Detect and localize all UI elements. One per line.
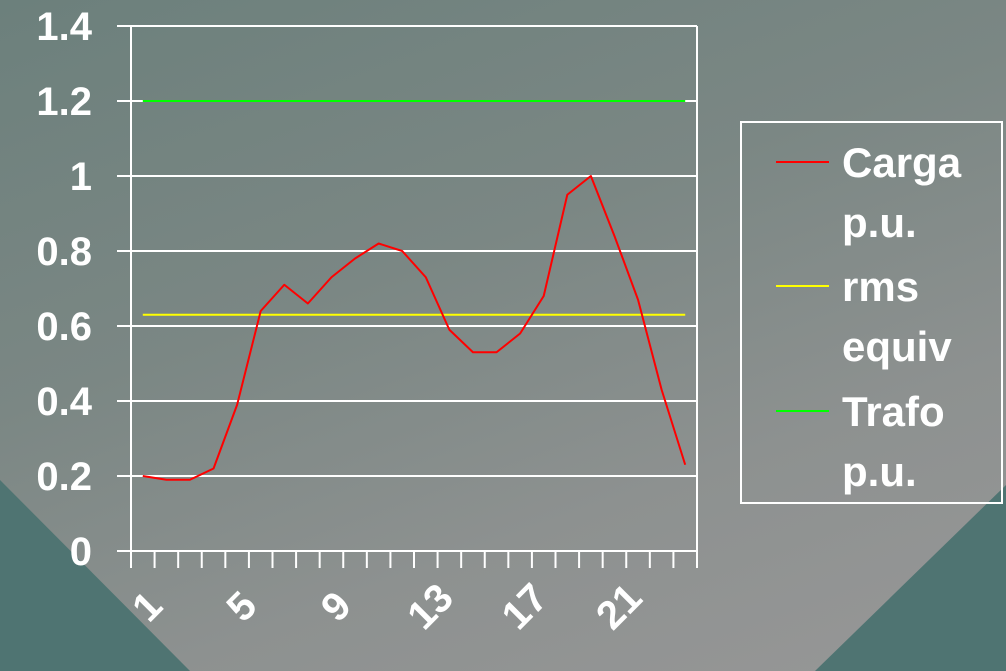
background-corner-bottom-left	[0, 480, 190, 671]
legend-label: rms	[842, 263, 919, 310]
x-tick-label: 17	[494, 576, 557, 639]
y-tick-label: 0.4	[36, 380, 92, 424]
y-tick-label: 0.6	[36, 305, 92, 349]
legend-label: p.u.	[842, 199, 917, 246]
background-corner-bottom-right	[815, 485, 1006, 671]
x-tick-label: 13	[399, 576, 462, 639]
x-tick-label: 5	[219, 583, 266, 630]
legend-label: equiv	[842, 323, 952, 370]
y-tick-label: 1.4	[36, 5, 92, 49]
y-tick-label: 0.2	[36, 455, 92, 499]
y-tick-label: 0	[70, 530, 92, 574]
x-tick-label: 9	[313, 583, 360, 630]
legend-label: Trafo	[842, 388, 945, 435]
grid	[131, 25, 697, 477]
legend: Carga p.u. rms equiv Trafo p.u.	[740, 121, 1003, 504]
y-tick-label: 1.2	[36, 80, 92, 124]
y-tick-label: 1	[70, 155, 92, 199]
series-lines	[142, 100, 687, 481]
x-tick-label: 21	[588, 576, 651, 639]
y-tick-label: 0.8	[36, 230, 92, 274]
legend-label: p.u.	[842, 448, 917, 495]
series-line-0	[142, 175, 687, 481]
legend-box	[740, 121, 1003, 504]
axes: 0 0.2 0.4 0.6 0.8 1 1.2 1.4 1 5 9 13 17 21	[36, 5, 698, 639]
x-tick-label: 1	[124, 583, 171, 630]
legend-label: Carga	[842, 139, 962, 186]
